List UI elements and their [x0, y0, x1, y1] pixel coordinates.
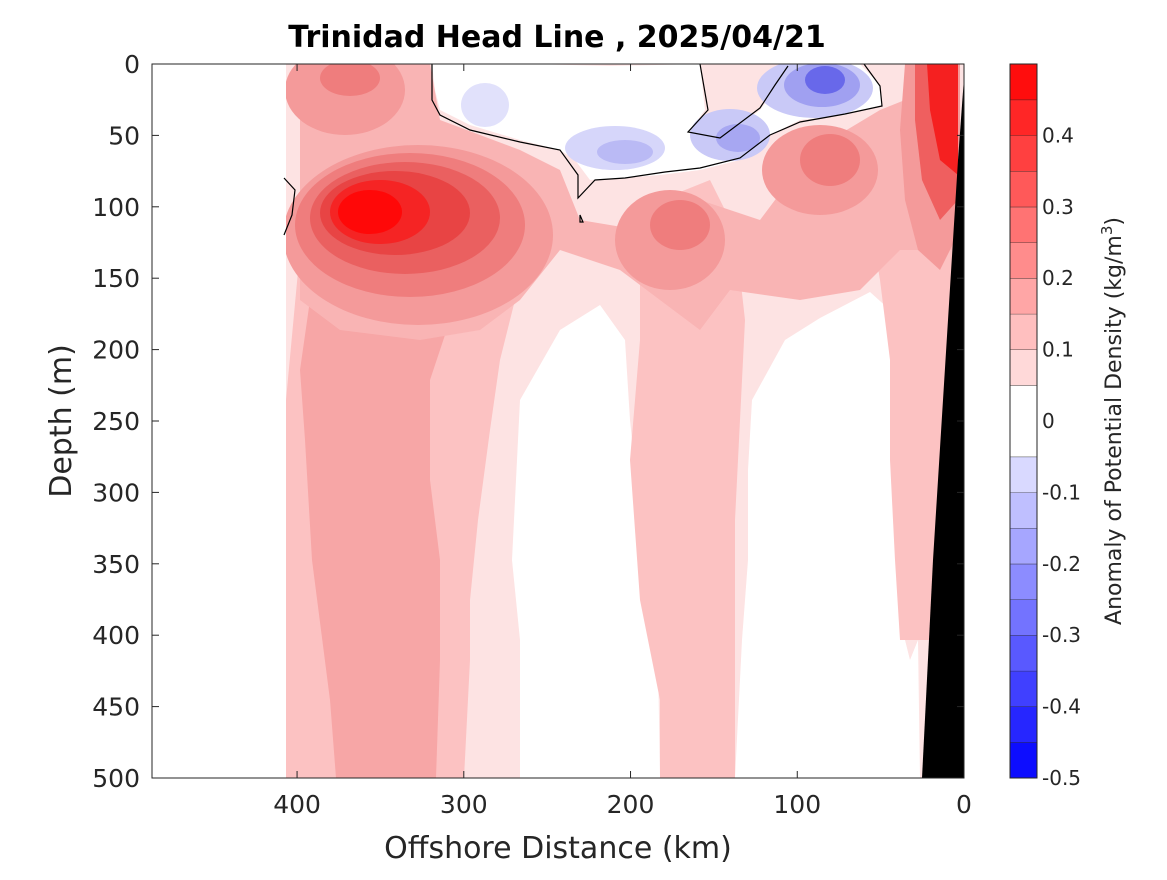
y-tick-label: 500: [92, 764, 140, 793]
negative-blob-west: [461, 83, 509, 127]
x-tick-label: 300: [440, 790, 488, 819]
east-core-ring-2: [800, 134, 860, 186]
x-tick-label: 100: [773, 790, 821, 819]
plot-area: [151, 63, 965, 779]
colorbar-tick-label: 0.1: [1042, 338, 1074, 362]
colorbar-frame: [1009, 63, 1038, 779]
colorbar-band: [1010, 313, 1037, 350]
colorbar-band: [1010, 349, 1037, 386]
colorbar-tick-label: 0.2: [1042, 266, 1074, 290]
colorbar-tick-label: -0.1: [1042, 480, 1081, 504]
axes: 400 300 200 100 0 0 50 100 150 200 250 300 350 400 450…: [92, 50, 972, 819]
colorbar-band: [1010, 135, 1037, 172]
y-tick-label: 400: [92, 621, 140, 650]
colorbar-tick-label: 0.3: [1042, 195, 1074, 219]
y-tick-label: 100: [92, 193, 140, 222]
y-tick-label: 300: [92, 478, 140, 507]
negative-blob-130km-core: [716, 124, 760, 152]
colorbar-band: [1010, 635, 1037, 671]
colorbar-band: [1010, 206, 1037, 243]
no-data-region: [152, 64, 286, 778]
colorbar-band: [1010, 706, 1037, 743]
colorbar-label-end: ): [1102, 217, 1127, 226]
colorbar-band: [1010, 528, 1037, 564]
negative-blob-85km-core: [805, 66, 845, 94]
neutral-tongue-2: [735, 292, 920, 778]
y-tick-label: 150: [92, 264, 140, 293]
colorbar-band: [1010, 278, 1037, 314]
colorbar-band: [1010, 99, 1037, 136]
x-axis-label: Offshore Distance (km): [384, 831, 732, 866]
zero-contour-line: [283, 64, 883, 236]
colorbar-band: [1010, 456, 1037, 493]
bathymetry-shelf: [922, 77, 964, 778]
colorbar-label-main: Anomaly of Potential Density (kg/m: [1102, 235, 1127, 625]
colorbar-tick-label: -0.2: [1042, 552, 1081, 576]
y-tick-label: 50: [108, 121, 140, 150]
y-tick-label: 450: [92, 693, 140, 722]
colorbar-tick-label: 0: [1042, 409, 1055, 433]
y-tick-label: 250: [92, 407, 140, 436]
y-axis-label: Depth (m): [44, 344, 79, 498]
positive-column-mid: [630, 180, 745, 778]
colorbar-band: [1010, 670, 1037, 707]
colorbar-band: [1010, 64, 1037, 100]
colorbar-tick-label: -0.3: [1042, 623, 1081, 647]
colorbar: 0.4 0.3 0.2 0.1 0 -0.1 -0.2 -0.3 -0.4 -0.5: [1009, 63, 1081, 790]
coastal-core-ring-3: [927, 64, 958, 175]
y-tick-label: 350: [92, 550, 140, 579]
colorbar-band: [1010, 385, 1037, 457]
colorbar-band: [1010, 742, 1037, 778]
mid-core-ring-2: [650, 200, 710, 250]
colorbar-band: [1010, 242, 1037, 279]
x-tick-label: 400: [273, 790, 321, 819]
colorbar-band: [1010, 563, 1037, 600]
colorbar-band: [1010, 171, 1037, 207]
x-tick-label: 200: [607, 790, 655, 819]
colorbar-tick-label: -0.5: [1042, 766, 1081, 790]
anomaly-contour-fill: [152, 64, 964, 778]
neutral-tongue-1: [512, 305, 660, 778]
colorbar-band: [1010, 492, 1037, 529]
colorbar-band: [1010, 599, 1037, 636]
west-core-peak: [338, 190, 402, 234]
colorbar-label: Anomaly of Potential Density (kg/m3): [1098, 217, 1127, 625]
neutral-surface-region: [432, 64, 882, 180]
y-tick-label: 0: [124, 50, 140, 79]
y-tick-label: 200: [92, 336, 140, 365]
chart-title: Trinidad Head Line , 2025/04/21: [288, 20, 825, 55]
colorbar-tick-label: 0.4: [1042, 123, 1074, 147]
surface-west-core: [320, 64, 380, 96]
x-tick-label: 0: [956, 790, 972, 819]
colorbar-tick-label: -0.4: [1042, 695, 1081, 719]
negative-blob-200km-core: [597, 140, 653, 164]
colorbar-label-sup: 3: [1098, 226, 1116, 236]
